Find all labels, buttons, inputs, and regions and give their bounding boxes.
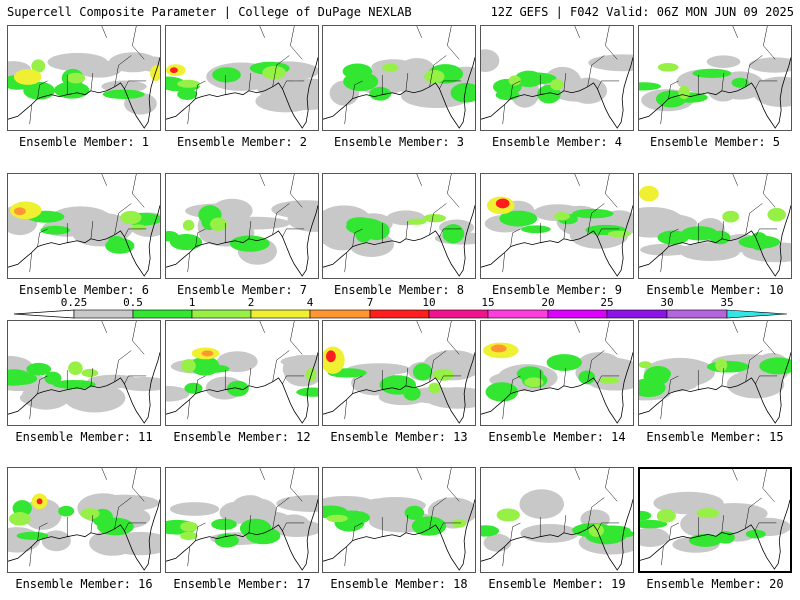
legend-swatch <box>250 309 311 319</box>
legend-tick-label: 30 <box>660 296 674 309</box>
member-label: Ensemble Member: 2 <box>176 135 308 149</box>
scp-map <box>166 174 318 277</box>
legend-left-arrow <box>13 309 75 319</box>
legend-tick-label: 1 <box>188 296 196 309</box>
member-label: Ensemble Member: 12 <box>173 430 311 444</box>
legend-tick-label: 0.25 <box>60 296 88 309</box>
model-run-info: 12Z GEFS | F042 Valid: 06Z MON JUN 09 20… <box>490 5 794 19</box>
legend-tick-label: 2 <box>247 296 255 309</box>
scp-map <box>166 26 318 129</box>
legend-swatch <box>666 309 728 319</box>
legend-tick-label: 0.5 <box>123 296 143 309</box>
ensemble-map-panel-12[interactable] <box>165 320 319 426</box>
ensemble-map-panel-19[interactable] <box>480 467 634 573</box>
member-label: Ensemble Member: 3 <box>333 135 465 149</box>
ensemble-map-panel-2[interactable] <box>165 25 319 131</box>
member-label: Ensemble Member: 13 <box>330 430 468 444</box>
scp-map <box>323 174 475 277</box>
legend-right-arrow <box>726 309 788 319</box>
scp-map <box>639 174 791 277</box>
member-label: Ensemble Member: 10 <box>646 283 784 297</box>
color-legend: 0.25 0.5 1 2 4 7 10 15 20 25 30 35 <box>0 296 800 322</box>
legend-tick-label: 25 <box>600 296 614 309</box>
coastline <box>640 499 790 570</box>
coastline <box>8 499 160 571</box>
member-label: Ensemble Member: 20 <box>646 577 784 591</box>
scp-map <box>481 321 633 424</box>
scp-map <box>640 469 790 570</box>
ensemble-map-panel-1[interactable] <box>7 25 161 131</box>
coastline <box>166 499 318 571</box>
legend-tick-label: 15 <box>481 296 495 309</box>
legend-tick-label: 4 <box>306 296 314 309</box>
coastline <box>481 499 633 571</box>
page-title: Supercell Composite Parameter | College … <box>7 5 412 19</box>
member-label: Ensemble Member: 16 <box>15 577 153 591</box>
ensemble-map-panel-10[interactable] <box>638 173 792 279</box>
ensemble-map-panel-15[interactable] <box>638 320 792 426</box>
ensemble-map-panel-14[interactable] <box>480 320 634 426</box>
coastline <box>8 352 160 424</box>
ensemble-map-panel-8[interactable] <box>322 173 476 279</box>
scp-map <box>166 321 318 424</box>
scp-map <box>323 26 475 129</box>
member-label: Ensemble Member: 5 <box>649 135 781 149</box>
scp-map <box>481 174 633 277</box>
coastline <box>323 352 475 424</box>
legend-swatch <box>191 309 252 319</box>
member-label: Ensemble Member: 19 <box>488 577 626 591</box>
coastline <box>323 499 475 571</box>
member-label: Ensemble Member: 14 <box>488 430 626 444</box>
member-label: Ensemble Member: 8 <box>333 283 465 297</box>
ensemble-map-panel-18[interactable] <box>322 467 476 573</box>
scp-map <box>8 468 160 571</box>
scp-map <box>323 468 475 571</box>
scp-map <box>8 26 160 129</box>
legend-swatch <box>487 309 549 319</box>
member-label: Ensemble Member: 4 <box>491 135 623 149</box>
legend-tick-label: 20 <box>541 296 555 309</box>
scp-map <box>8 321 160 424</box>
legend-tick-label: 10 <box>422 296 436 309</box>
scp-map <box>481 468 633 571</box>
ensemble-map-panel-4[interactable] <box>480 25 634 131</box>
member-label: Ensemble Member: 6 <box>18 283 150 297</box>
ensemble-map-panel-13[interactable] <box>322 320 476 426</box>
scp-map <box>639 26 791 129</box>
legend-swatch <box>73 309 134 319</box>
ensemble-map-panel-16[interactable] <box>7 467 161 573</box>
ensemble-map-panel-5[interactable] <box>638 25 792 131</box>
legend-swatch <box>428 309 489 319</box>
legend-swatch <box>606 309 668 319</box>
ensemble-map-panel-7[interactable] <box>165 173 319 279</box>
scp-map <box>639 321 791 424</box>
ensemble-map-panel-3[interactable] <box>322 25 476 131</box>
legend-swatch <box>309 309 371 319</box>
scp-map <box>8 174 160 277</box>
scp-map <box>166 468 318 571</box>
legend-swatch <box>547 309 608 319</box>
member-label: Ensemble Member: 17 <box>173 577 311 591</box>
ensemble-map-panel-17[interactable] <box>165 467 319 573</box>
coastline <box>639 352 791 424</box>
member-label: Ensemble Member: 9 <box>491 283 623 297</box>
member-label: Ensemble Member: 15 <box>646 430 784 444</box>
ensemble-map-panel-20[interactable] <box>638 467 792 573</box>
member-label: Ensemble Member: 1 <box>18 135 150 149</box>
coastline <box>481 352 633 424</box>
scp-map <box>323 321 475 424</box>
member-label: Ensemble Member: 18 <box>330 577 468 591</box>
legend-tick-label: 35 <box>720 296 734 309</box>
member-label: Ensemble Member: 11 <box>15 430 153 444</box>
legend-swatch <box>132 309 193 319</box>
legend-tick-label: 7 <box>366 296 374 309</box>
coastline <box>166 352 318 424</box>
ensemble-map-panel-11[interactable] <box>7 320 161 426</box>
ensemble-map-panel-6[interactable] <box>7 173 161 279</box>
ensemble-map-panel-9[interactable] <box>480 173 634 279</box>
legend-swatch <box>369 309 430 319</box>
member-label: Ensemble Member: 7 <box>176 283 308 297</box>
scp-map <box>481 26 633 129</box>
